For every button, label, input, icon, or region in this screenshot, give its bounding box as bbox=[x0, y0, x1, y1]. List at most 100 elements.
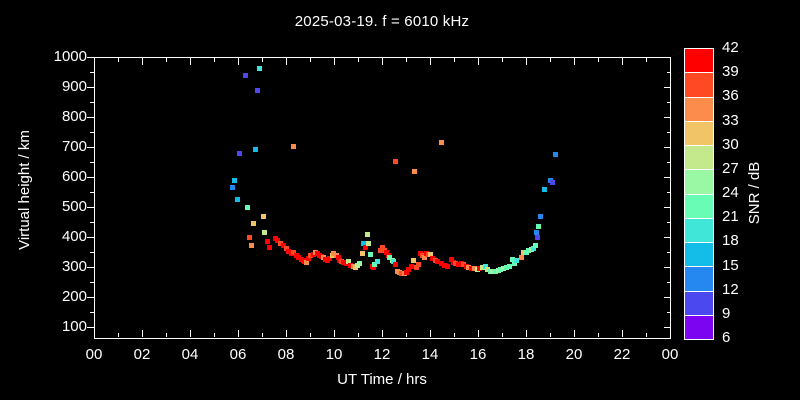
data-point bbox=[348, 263, 353, 268]
data-point bbox=[504, 265, 509, 270]
x-tick bbox=[94, 330, 95, 337]
data-point bbox=[378, 248, 383, 253]
x-tick bbox=[430, 58, 431, 65]
x-tick bbox=[190, 58, 191, 65]
data-point bbox=[498, 267, 503, 272]
x-tick bbox=[310, 58, 311, 62]
data-point bbox=[384, 250, 389, 255]
data-point bbox=[428, 252, 433, 257]
x-tick bbox=[142, 330, 143, 337]
x-tick bbox=[574, 330, 575, 337]
data-point bbox=[232, 178, 237, 183]
x-tick bbox=[118, 58, 119, 62]
x-tick bbox=[142, 58, 143, 65]
data-point bbox=[357, 261, 362, 266]
y-tick bbox=[664, 117, 671, 118]
data-point bbox=[485, 267, 490, 272]
data-point bbox=[439, 261, 444, 266]
y-tick bbox=[90, 72, 94, 73]
x-tick bbox=[286, 58, 287, 65]
data-point bbox=[306, 256, 311, 261]
y-tick bbox=[667, 222, 671, 223]
x-tick-label: 00 bbox=[85, 346, 103, 363]
data-point bbox=[261, 214, 266, 219]
x-tick bbox=[382, 330, 383, 337]
data-point bbox=[368, 252, 373, 257]
data-point bbox=[430, 256, 435, 261]
colorbar-segment bbox=[685, 121, 713, 145]
y-tick bbox=[90, 222, 94, 223]
y-tick-label: 200 bbox=[61, 288, 87, 305]
x-tick bbox=[334, 330, 335, 337]
data-point bbox=[331, 251, 336, 256]
data-point bbox=[445, 264, 450, 269]
colorbar-tick-label: 15 bbox=[722, 257, 739, 274]
y-tick bbox=[87, 297, 94, 298]
x-tick bbox=[502, 333, 503, 337]
data-point bbox=[267, 245, 272, 250]
x-tick bbox=[430, 330, 431, 337]
data-point bbox=[466, 265, 471, 270]
data-point bbox=[253, 147, 258, 152]
data-point bbox=[542, 187, 547, 192]
data-point bbox=[255, 88, 260, 93]
x-tick bbox=[94, 58, 95, 65]
x-tick bbox=[598, 333, 599, 337]
colorbar-tick-label: 39 bbox=[722, 63, 739, 80]
y-tick bbox=[667, 282, 671, 283]
x-tick bbox=[382, 58, 383, 65]
y-tick bbox=[664, 297, 671, 298]
y-tick-label: 800 bbox=[61, 108, 87, 125]
data-point bbox=[327, 256, 332, 261]
colorbar-tick-label: 42 bbox=[722, 39, 739, 56]
y-tick bbox=[90, 162, 94, 163]
y-tick-label: 100 bbox=[61, 318, 87, 335]
colorbar-tick-label: 24 bbox=[722, 184, 739, 201]
data-point bbox=[245, 205, 250, 210]
y-tick bbox=[664, 207, 671, 208]
data-point bbox=[480, 265, 485, 270]
x-tick bbox=[262, 333, 263, 337]
y-tick bbox=[87, 327, 94, 328]
colorbar-tick-label: 18 bbox=[722, 232, 739, 249]
y-tick-label: 900 bbox=[61, 78, 87, 95]
data-point bbox=[490, 269, 495, 274]
data-point bbox=[553, 152, 558, 157]
x-tick-label: 04 bbox=[181, 346, 199, 363]
y-tick bbox=[87, 117, 94, 118]
data-point bbox=[422, 255, 427, 260]
data-point bbox=[375, 259, 380, 264]
data-point bbox=[514, 258, 519, 263]
x-tick bbox=[670, 58, 671, 65]
y-tick bbox=[667, 72, 671, 73]
y-tick bbox=[87, 147, 94, 148]
data-point bbox=[237, 151, 242, 156]
colorbar-segment bbox=[685, 243, 713, 267]
data-point bbox=[393, 262, 398, 267]
data-point bbox=[493, 269, 498, 274]
x-tick bbox=[622, 330, 623, 337]
data-point bbox=[291, 144, 296, 149]
colorbar-tick-label: 21 bbox=[722, 208, 739, 225]
data-point bbox=[519, 255, 524, 260]
x-tick-label: 12 bbox=[373, 346, 391, 363]
data-point bbox=[409, 264, 414, 269]
y-tick bbox=[87, 57, 94, 58]
data-point bbox=[442, 263, 447, 268]
y-tick bbox=[90, 192, 94, 193]
x-axis-label: UT Time / hrs bbox=[337, 371, 427, 388]
data-point bbox=[510, 257, 515, 262]
y-tick bbox=[664, 237, 671, 238]
y-tick bbox=[90, 282, 94, 283]
x-tick-label: 02 bbox=[133, 346, 151, 363]
x-tick-label: 14 bbox=[421, 346, 439, 363]
x-tick-label: 20 bbox=[565, 346, 583, 363]
x-tick bbox=[646, 333, 647, 337]
x-tick-label: 06 bbox=[229, 346, 247, 363]
y-tick-label: 400 bbox=[61, 228, 87, 245]
y-tick bbox=[667, 312, 671, 313]
data-point bbox=[360, 251, 365, 256]
data-point bbox=[284, 246, 289, 251]
data-point bbox=[366, 241, 371, 246]
data-point bbox=[449, 257, 454, 262]
